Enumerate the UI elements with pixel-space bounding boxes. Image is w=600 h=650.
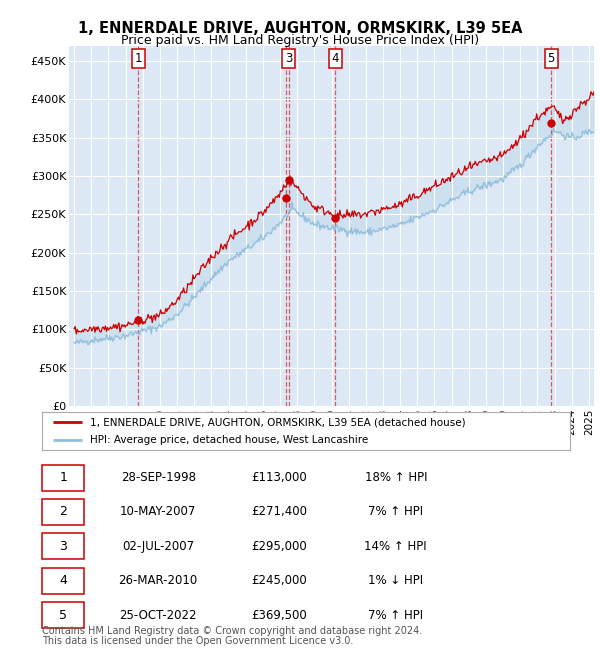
Text: This data is licensed under the Open Government Licence v3.0.: This data is licensed under the Open Gov… [42,636,353,646]
Text: 02-JUL-2007: 02-JUL-2007 [122,540,194,553]
FancyBboxPatch shape [42,499,84,525]
FancyBboxPatch shape [42,534,84,560]
FancyBboxPatch shape [42,568,84,594]
Text: 3: 3 [59,540,67,553]
Text: 2: 2 [59,506,67,519]
Text: 3: 3 [285,52,292,65]
Text: 1% ↓ HPI: 1% ↓ HPI [368,575,424,588]
FancyBboxPatch shape [42,603,84,629]
Text: Contains HM Land Registry data © Crown copyright and database right 2024.: Contains HM Land Registry data © Crown c… [42,626,422,636]
Text: 5: 5 [59,609,67,622]
Text: 1: 1 [134,52,142,65]
Text: 1, ENNERDALE DRIVE, AUGHTON, ORMSKIRK, L39 5EA: 1, ENNERDALE DRIVE, AUGHTON, ORMSKIRK, L… [78,21,522,36]
Text: 25-OCT-2022: 25-OCT-2022 [119,609,197,622]
Text: 14% ↑ HPI: 14% ↑ HPI [364,540,427,553]
Text: 7% ↑ HPI: 7% ↑ HPI [368,506,424,519]
Text: 7% ↑ HPI: 7% ↑ HPI [368,609,424,622]
Text: 4: 4 [59,575,67,588]
Text: £369,500: £369,500 [252,609,307,622]
Text: £245,000: £245,000 [252,575,307,588]
Text: 5: 5 [548,52,555,65]
Text: £295,000: £295,000 [252,540,307,553]
Text: 28-SEP-1998: 28-SEP-1998 [121,471,196,484]
Text: 26-MAR-2010: 26-MAR-2010 [119,575,198,588]
FancyBboxPatch shape [42,465,84,491]
Text: 10-MAY-2007: 10-MAY-2007 [120,506,196,519]
Text: 1: 1 [59,471,67,484]
Text: HPI: Average price, detached house, West Lancashire: HPI: Average price, detached house, West… [89,435,368,445]
Text: £271,400: £271,400 [251,506,308,519]
Text: 1, ENNERDALE DRIVE, AUGHTON, ORMSKIRK, L39 5EA (detached house): 1, ENNERDALE DRIVE, AUGHTON, ORMSKIRK, L… [89,417,465,427]
Text: Price paid vs. HM Land Registry's House Price Index (HPI): Price paid vs. HM Land Registry's House … [121,34,479,47]
Text: 4: 4 [332,52,339,65]
Text: 18% ↑ HPI: 18% ↑ HPI [365,471,427,484]
Text: £113,000: £113,000 [252,471,307,484]
